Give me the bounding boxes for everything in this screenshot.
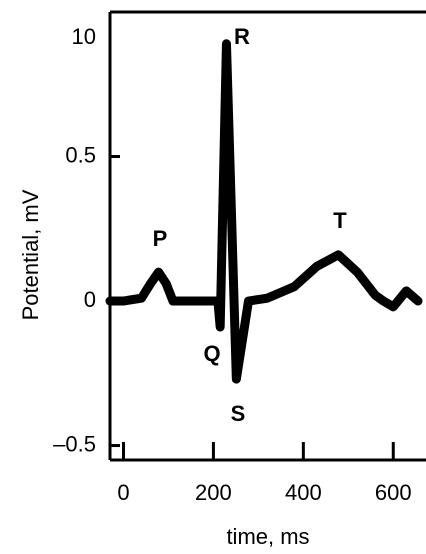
wave-label: R bbox=[234, 24, 250, 49]
y-axis-label: Potential, mV bbox=[18, 189, 43, 320]
y-tick-label: 0.5 bbox=[65, 142, 96, 167]
x-tick-label: 600 bbox=[375, 480, 412, 505]
y-tick-label: 0 bbox=[84, 287, 96, 312]
wave-label: P bbox=[153, 226, 168, 251]
x-axis-label: time, ms bbox=[226, 524, 309, 549]
ecg-line bbox=[105, 39, 423, 384]
x-tick-label: 0 bbox=[117, 480, 129, 505]
y-tick-label: –0.5 bbox=[53, 431, 96, 456]
y-tick-label: 10 bbox=[72, 24, 96, 49]
wave-label: Q bbox=[203, 341, 220, 366]
x-tick-label: 400 bbox=[285, 480, 322, 505]
wave-label: T bbox=[333, 208, 347, 233]
x-tick-label: 200 bbox=[195, 480, 232, 505]
wave-label: S bbox=[231, 401, 246, 426]
